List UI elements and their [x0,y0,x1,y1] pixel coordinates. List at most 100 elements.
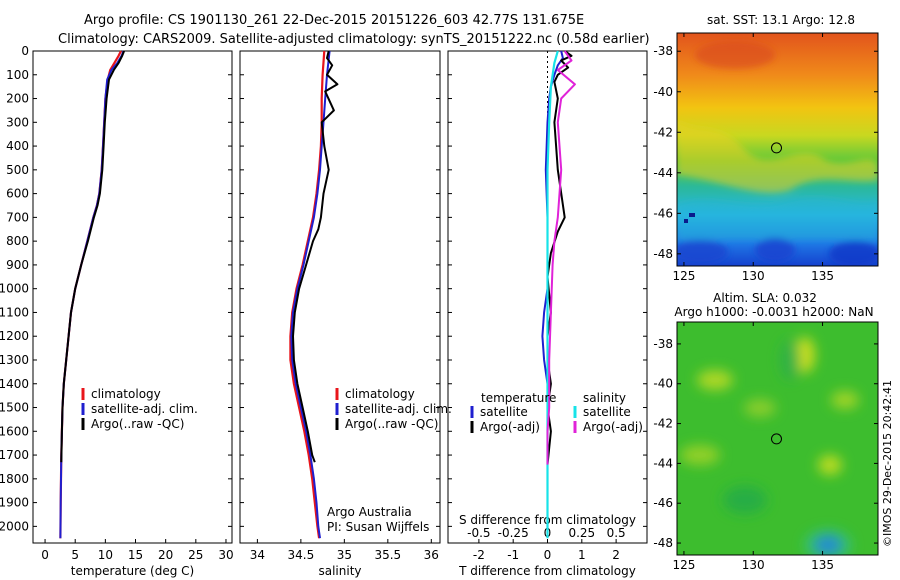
sst-cold-eddy-3 [829,241,878,266]
salinity-xtick-label: 34.5 [288,548,315,562]
sla-dark-2 [780,340,800,380]
sst-argo-marker [771,142,782,154]
salinity-frame [239,50,441,544]
depth-tick-label: 1300 [0,353,29,367]
sla-bright-5 [680,445,720,465]
depth-tick-label: 2000 [0,519,29,533]
difference-series-temperature-argo-adj- [546,50,573,465]
temperature-xtick-label: 0 [41,548,49,562]
depth-tick-label: 1200 [0,329,29,343]
depth-tick-label: 700 [6,210,29,224]
imos-timestamp: ©IMOS 29-Dec-2015 20:42:41 [881,380,894,547]
ax-sst-ytick-label: -48 [653,247,673,261]
sla-map [677,322,878,555]
salinity-xtick-label: 34 [250,548,265,562]
ax-sst-ytick-label: -40 [653,85,673,99]
temperature-series-argo-raw-qc- [60,50,126,463]
sla-bright-6 [818,455,842,475]
ax-sla-xtick-label: 135 [811,558,834,572]
depth-tick-label: 1600 [0,424,29,438]
temperature-xtick-label: 20 [158,548,173,562]
sst-land-mask-2 [684,219,688,223]
difference-legend-title: temperature [481,391,556,405]
credit-line-1: Argo Australia [327,505,412,519]
sst-land-mask-1 [689,213,695,217]
sst-map-axes: 125 130 135 -38 -40 -42 -44 -46 -48 [653,33,878,283]
sla-bright-1 [795,337,815,373]
difference-top-tick-label: -0.5 [467,526,490,540]
depth-tick-label: 1500 [0,401,29,415]
sla-map-frame [676,321,879,556]
difference-top-tick-label: 0.5 [607,526,626,540]
depth-tick-label: 900 [6,258,29,272]
difference-xtick-label: -2 [473,548,485,562]
ax-sla-xtick-label: 125 [672,558,695,572]
difference-legend-label: satellite [480,405,528,419]
difference-xtick-label: 2 [612,548,620,562]
sst-warm-patch [695,41,775,69]
sla-dark-1 [723,486,767,514]
sla-map-field [677,322,878,555]
difference-legend-label: Argo(-adj) [480,420,540,434]
temperature-xtick-label: 25 [188,548,203,562]
salinity-xtick-label: 35 [337,548,352,562]
difference-top-tick-label: 0.25 [568,526,595,540]
temperature-legend-label: Argo(..raw -QC) [91,417,184,431]
sst-warm-tongue [677,120,878,193]
ax-sla-ytick-label: -48 [653,536,673,550]
difference-xtick-label: 0 [544,548,552,562]
ax-sla-ytick-label: -40 [653,377,673,391]
depth-tick-label: 300 [6,115,29,129]
salinity-profile-plot: 34 34.5 35 35.5 36 salinity climatologysatelli… [239,50,452,578]
temperature-legend-label: satellite-adj. clim. [91,402,198,416]
sst-map [677,33,878,266]
ax-sst-ytick-label: -42 [653,125,673,139]
depth-tick-label: 1700 [0,448,29,462]
depth-tick-label: 1800 [0,472,29,486]
difference-top-tick-label: -0.25 [498,526,529,540]
difference-series-salinity-argo-adj- [546,50,576,465]
temperature-frame [32,50,233,544]
difference-legend-title: salinity [583,391,626,405]
header-title-2: Climatology: CARS2009. Satellite-adjuste… [58,32,650,47]
ax-sst-ytick-label: -44 [653,166,673,180]
sst-map-title: sat. SST: 13.1 Argo: 12.8 [707,13,855,27]
difference-xlabel: T difference from climatology [458,564,636,578]
depth-tick-label: 1900 [0,496,29,510]
sla-argo-marker [771,433,782,445]
depth-tick-label: 1100 [0,305,29,319]
temperature-xtick-label: 30 [218,548,233,562]
sla-bright-3 [744,399,776,417]
depth-tick-label: 0 [21,44,29,58]
sla-map-subtitle: Argo h1000: -0.0031 h2000: NaN [674,305,873,319]
difference-legend-label: satellite [583,405,631,419]
difference-xtick-label: -1 [507,548,519,562]
depth-tick-label: 200 [6,92,29,106]
difference-legend-label: Argo(-adj) [583,420,643,434]
depth-tick-label: 400 [6,139,29,153]
sst-cold-eddy-2 [755,238,795,262]
temperature-xtick-label: 10 [98,548,113,562]
temperature-legend-label: climatology [91,387,161,401]
ax-sla-ytick-label: -46 [653,496,673,510]
temperature-xlabel: temperature (deg C) [71,564,194,578]
ax-sla-ytick-label: -44 [653,456,673,470]
temperature-series-satellite-adj-clim- [59,50,125,539]
salinity-legend-label: Argo(..raw -QC) [345,417,438,431]
salinity-xtick-label: 36 [424,548,439,562]
credit-line-2: PI: Susan Wijffels [327,520,429,534]
ax-sst-ytick-label: -46 [653,206,673,220]
sla-cyan-ring [804,529,852,555]
depth-tick-label: 500 [6,163,29,177]
sla-bright-4 [831,391,859,409]
salinity-legend-label: satellite-adj. clim. [345,402,452,416]
header-title-1: Argo profile: CS 1901130_261 22-Dec-2015… [84,13,584,28]
salinity-xlabel: salinity [318,564,361,578]
ax-sla-ytick-label: -42 [653,417,673,431]
salinity-legend-label: climatology [345,387,415,401]
sst-cold-eddy-1 [677,240,728,264]
ax-sst-xtick-label: 130 [742,269,765,283]
ax-sst-xtick-label: 125 [672,269,695,283]
difference-series-salinity-satellite [546,50,559,539]
